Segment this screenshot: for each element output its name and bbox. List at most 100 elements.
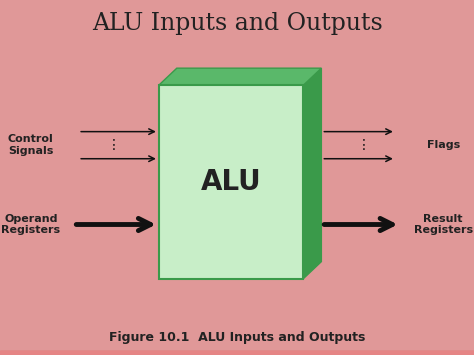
Bar (0, 352, 474, 354)
Bar (0, 353, 474, 354)
Bar (0, 352, 474, 354)
Bar (0, 353, 474, 355)
Text: ⋮: ⋮ (356, 138, 370, 152)
Bar (0, 351, 474, 353)
Bar (159, 85, 303, 279)
Bar (0, 352, 474, 354)
Bar (0, 353, 474, 355)
Bar (0, 353, 474, 354)
Polygon shape (159, 68, 321, 85)
Bar (0, 353, 474, 354)
Bar (0, 352, 474, 354)
Bar (0, 353, 474, 354)
Bar (0, 353, 474, 355)
Bar (0, 353, 474, 354)
Bar (0, 353, 474, 355)
Bar (0, 352, 474, 354)
Bar (0, 352, 474, 354)
Bar (0, 353, 474, 355)
Bar (0, 351, 474, 353)
Bar (0, 353, 474, 355)
Bar (0, 353, 474, 355)
Bar (0, 352, 474, 354)
Bar (0, 352, 474, 354)
Bar (0, 353, 474, 354)
Bar (0, 352, 474, 354)
Text: Figure 10.1  ALU Inputs and Outputs: Figure 10.1 ALU Inputs and Outputs (109, 331, 365, 344)
Bar (0, 352, 474, 354)
Bar (0, 353, 474, 355)
Bar (0, 352, 474, 354)
Bar (0, 352, 474, 354)
Bar (0, 352, 474, 354)
Bar (0, 353, 474, 355)
Bar (0, 352, 474, 354)
Bar (0, 352, 474, 354)
Bar (0, 353, 474, 354)
Bar (0, 353, 474, 354)
Bar (0, 353, 474, 355)
Bar (0, 351, 474, 354)
Bar (0, 352, 474, 354)
Bar (0, 352, 474, 354)
Bar (0, 353, 474, 355)
Bar (0, 353, 474, 355)
Bar (0, 352, 474, 354)
Bar (0, 353, 474, 354)
Bar (0, 353, 474, 354)
Bar (0, 353, 474, 355)
Bar (0, 353, 474, 354)
Bar (0, 351, 474, 353)
Bar (0, 352, 474, 354)
Bar (0, 351, 474, 353)
Bar (0, 353, 474, 355)
Bar (0, 352, 474, 354)
Bar (0, 352, 474, 354)
Bar (0, 353, 474, 354)
Bar (0, 353, 474, 354)
Bar (0, 352, 474, 354)
Bar (0, 353, 474, 355)
Bar (0, 352, 474, 354)
Bar (0, 353, 474, 355)
Bar (0, 353, 474, 354)
Bar (0, 353, 474, 355)
Bar (0, 353, 474, 355)
Bar (0, 353, 474, 355)
Bar (0, 353, 474, 355)
Polygon shape (303, 68, 321, 279)
Bar (0, 353, 474, 355)
Bar (0, 353, 474, 354)
Bar (0, 353, 474, 355)
Bar (0, 353, 474, 355)
Bar (0, 353, 474, 355)
Bar (0, 353, 474, 355)
Bar (0, 352, 474, 354)
Bar (0, 353, 474, 354)
Bar (0, 353, 474, 355)
Bar (0, 351, 474, 353)
Bar (0, 351, 474, 353)
Bar (0, 353, 474, 354)
Bar (0, 353, 474, 355)
Text: Result
Registers: Result Registers (414, 214, 473, 235)
Bar (0, 353, 474, 355)
Bar (0, 352, 474, 354)
Bar (0, 353, 474, 355)
Bar (0, 352, 474, 354)
Bar (0, 353, 474, 354)
Bar (0, 353, 474, 354)
Bar (0, 352, 474, 354)
Bar (0, 351, 474, 353)
Bar (0, 353, 474, 354)
Bar (0, 353, 474, 355)
Bar (0, 352, 474, 354)
Bar (0, 353, 474, 355)
Bar (0, 351, 474, 353)
Bar (0, 352, 474, 354)
Bar (0, 352, 474, 354)
Bar (0, 351, 474, 353)
Bar (0, 352, 474, 354)
Bar (0, 352, 474, 354)
Bar (0, 352, 474, 354)
